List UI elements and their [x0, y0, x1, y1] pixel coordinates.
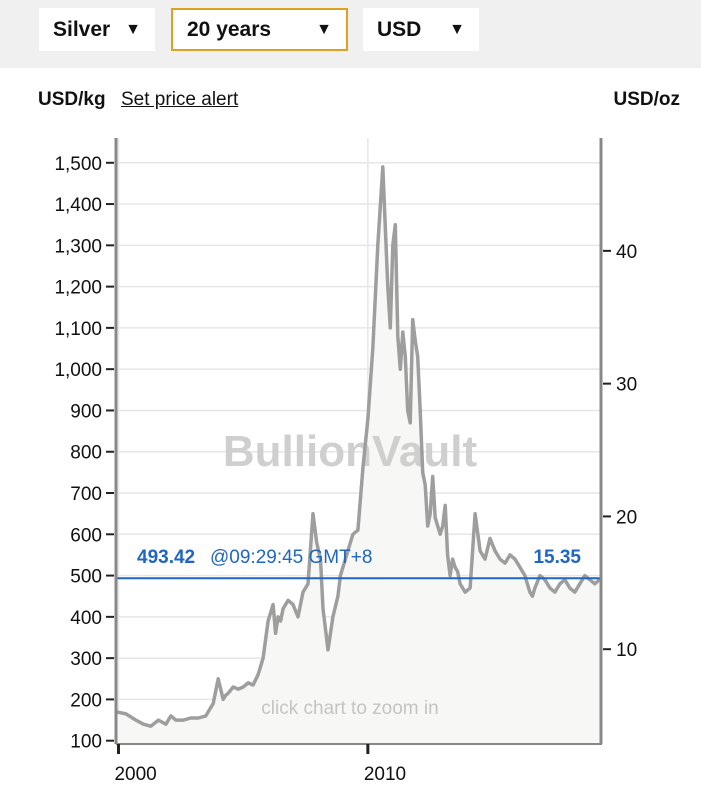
y-tick-label: 1,000 [54, 360, 102, 381]
y-tick-label: 400 [70, 608, 102, 629]
y-tick-label: 500 [70, 567, 102, 588]
y-tick-label: 200 [70, 690, 102, 711]
y-tick-label: 1,100 [54, 319, 102, 340]
price-area [116, 166, 601, 744]
current-price-kg: 493.42 [137, 547, 195, 568]
caret-down-icon: ▼ [316, 20, 332, 38]
y-tick-label: 1,300 [54, 236, 102, 257]
y2-tick-label: 30 [616, 375, 637, 396]
y-tick-label: 1,400 [54, 195, 102, 216]
period-dropdown[interactable]: 20 years ▼ [171, 8, 348, 51]
set-price-alert-link[interactable]: Set price alert [121, 89, 239, 110]
y-tick-label: 700 [70, 484, 102, 505]
caret-down-icon: ▼ [449, 20, 465, 38]
period-dropdown-value: 20 years [187, 17, 272, 41]
y2-tick-label: 20 [616, 507, 637, 528]
y-tick-label: 1,500 [54, 154, 102, 175]
axis-ticks: 100 200 300 400 500 600 700 800 900 1,000 1,100 1,2… [54, 154, 637, 785]
price-line [115, 165, 603, 728]
y-tick-label: 600 [70, 525, 102, 546]
y-tick-label: 900 [70, 401, 102, 422]
y-tick-label: 1,200 [54, 278, 102, 299]
y2-tick-label: 40 [616, 242, 637, 263]
right-unit-label: USD/oz [613, 89, 681, 110]
watermark: BullionVault [223, 427, 478, 476]
metal-dropdown[interactable]: Silver ▼ [39, 8, 155, 51]
y-tick-label: 300 [70, 649, 102, 670]
y2-tick-label: 10 [616, 640, 637, 661]
x-tick-label: 2010 [364, 764, 406, 785]
x-tick-label: 2000 [114, 764, 156, 785]
y-tick-label: 800 [70, 443, 102, 464]
currency-dropdown[interactable]: USD ▼ [363, 8, 479, 51]
current-price-time: @09:29:45 GMT+8 [210, 547, 372, 568]
caret-down-icon: ▼ [125, 20, 141, 38]
left-unit-label: USD/kg [38, 89, 106, 110]
currency-dropdown-value: USD [377, 17, 422, 41]
y-tick-label: 100 [70, 732, 102, 753]
metal-dropdown-value: Silver [53, 17, 111, 41]
current-price-oz: 15.35 [533, 547, 581, 568]
zoom-hint: click chart to zoom in [261, 698, 438, 719]
